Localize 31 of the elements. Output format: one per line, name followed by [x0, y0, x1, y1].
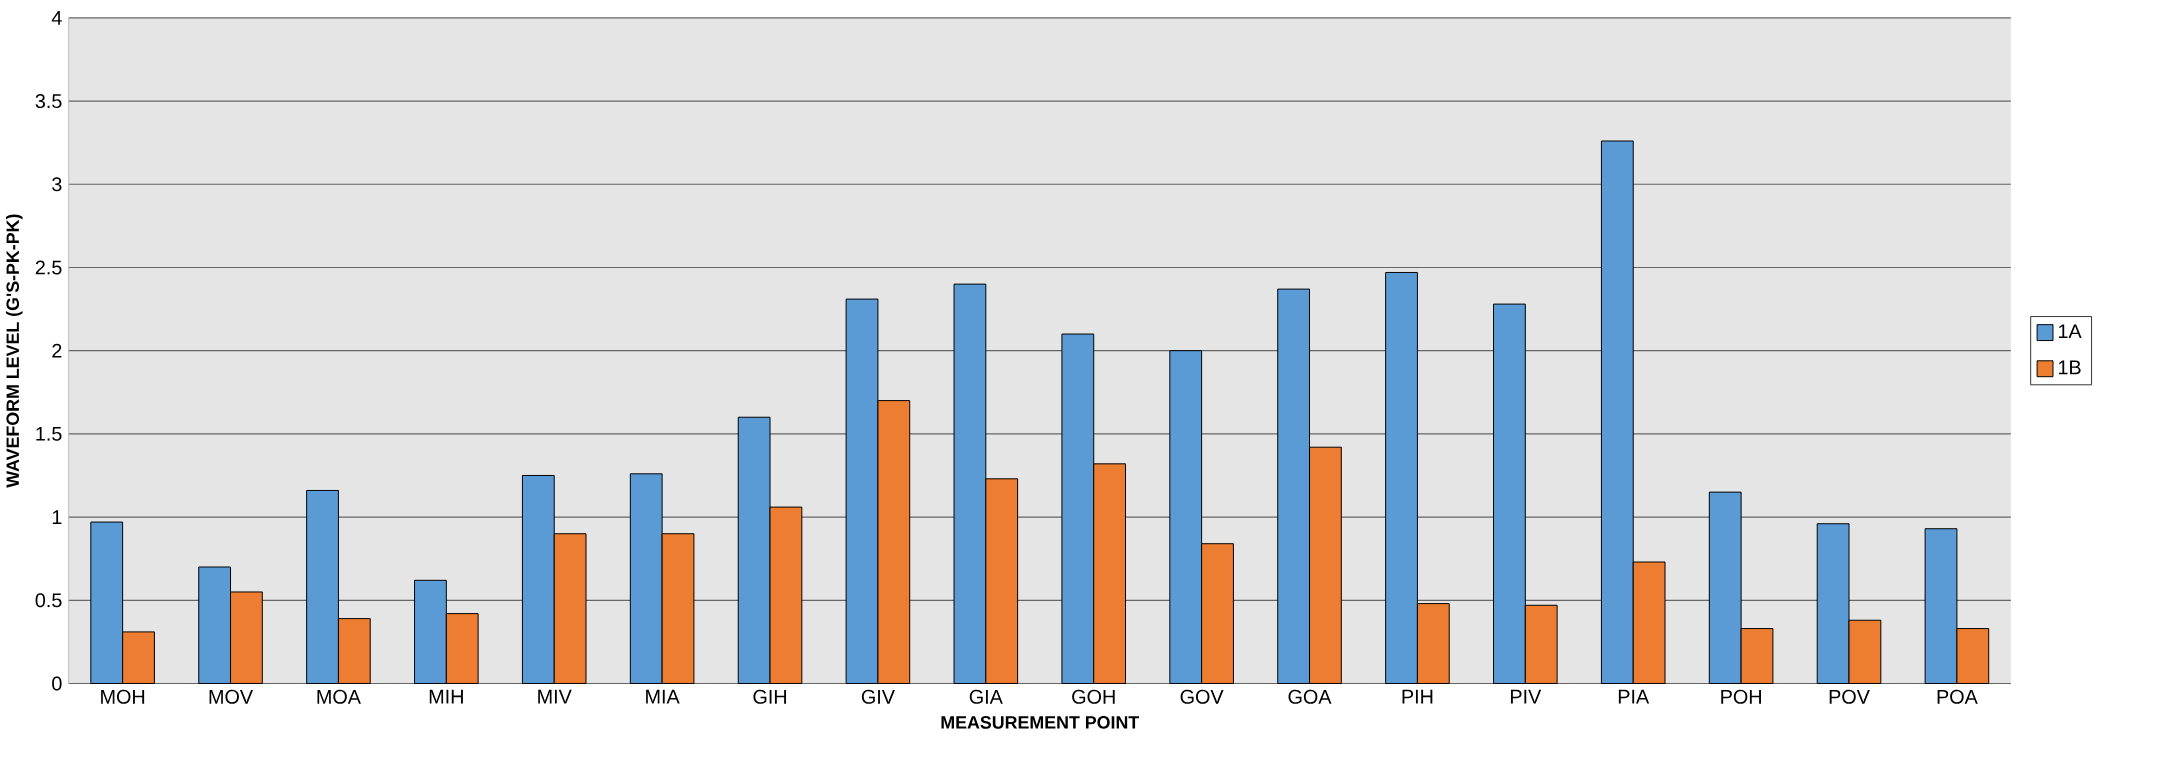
- x-tick-label: GIH: [753, 689, 787, 704]
- legend-label: 1A: [2058, 324, 2082, 339]
- x-tick-label: GOH: [1072, 689, 1115, 704]
- x-tick-label: MIH: [429, 689, 463, 704]
- x-axis-title: MEASUREMENT POINT: [941, 716, 1140, 729]
- legend-label: 1B: [2058, 360, 2081, 375]
- x-tick-label: GOV: [1180, 689, 1224, 704]
- x-tick-label: POA: [1937, 689, 1978, 704]
- y-tick-label: 3.5: [35, 94, 62, 109]
- x-tick-label: MIA: [646, 689, 680, 704]
- y-tick-label: 4: [51, 11, 62, 25]
- y-tick-label: 3: [52, 177, 62, 192]
- y-tick-label: 0: [52, 676, 62, 691]
- x-tick-label: MOV: [209, 689, 253, 704]
- y-tick-label: 0.5: [35, 593, 62, 608]
- y-tick-label: 2: [52, 343, 62, 358]
- x-tick-label: GIV: [861, 689, 895, 704]
- x-tick-label: PIA: [1618, 689, 1650, 704]
- x-tick-label: GOA: [1288, 689, 1332, 704]
- x-tick-label: PIV: [1510, 689, 1542, 704]
- x-tick-label: GIA: [969, 689, 1003, 704]
- y-tick-label: 2.5: [35, 260, 62, 275]
- x-tick-label: PIH: [1402, 689, 1433, 704]
- x-tick-label: MIV: [538, 689, 572, 704]
- x-tick-label: MOH: [101, 689, 145, 704]
- y-axis-title: WAVEFORM LEVEL (G'S-PK-PK): [5, 214, 23, 488]
- x-tick-label: MOA: [317, 689, 361, 704]
- y-tick-label: 1: [52, 510, 62, 524]
- y-tick-label: 1.5: [36, 427, 62, 441]
- x-tick-label: POV: [1829, 689, 1870, 704]
- x-tick-label: POH: [1721, 689, 1761, 704]
